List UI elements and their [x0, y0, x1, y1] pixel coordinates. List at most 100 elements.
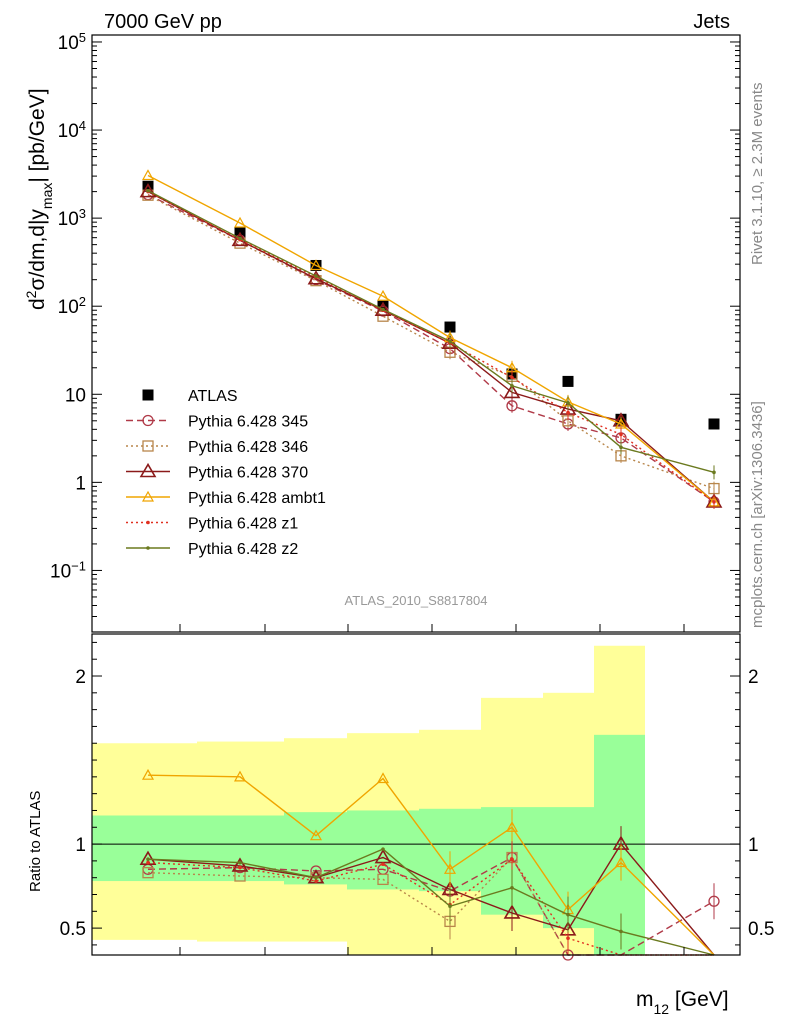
ratio-frame [91, 633, 741, 956]
ratio-point-ambt1 [505, 821, 519, 832]
y-tick-label: 104 [58, 118, 86, 143]
data-point-p370 [503, 383, 521, 399]
data-point-ambt1 [309, 259, 323, 271]
analysis-label: ATLAS_2010_S8817804 [345, 593, 488, 608]
legend-label: Pythia 6.428 ambt1 [188, 490, 326, 507]
ratio-point-z1 [381, 862, 385, 867]
legend-marker [142, 414, 154, 427]
legend-item-p370: Pythia 6.428 370 [126, 462, 308, 482]
ratio-series-z2 [146, 847, 715, 956]
series-line-z1 [147, 190, 715, 503]
data-point-z2 [381, 307, 385, 312]
legend-label: Pythia 6.428 345 [188, 414, 308, 431]
x-axis-label: m12 [GeV] [636, 988, 729, 1017]
main-frame [91, 34, 741, 633]
data-point-z2 [712, 470, 716, 475]
ratio-y-tick-label: 1 [75, 835, 86, 856]
legend-marker [141, 490, 155, 502]
ratio-point-ambt1 [376, 772, 390, 784]
legend-item-z2: Pythia 6.428 z2 [126, 541, 298, 558]
data-point-ambt1 [233, 216, 247, 228]
ratio-point-z2 [146, 857, 150, 862]
data-point-ambt1 [141, 169, 155, 181]
y-tick-label: 10 [65, 385, 86, 406]
main-y-label: d2σ/dm,d|ymax| [pb/GeV] [23, 88, 55, 310]
legend-label: Pythia 6.428 z2 [188, 541, 298, 558]
data-point-z1 [619, 432, 623, 437]
ratio-y-tick-label-right: 2 [748, 667, 759, 688]
y-tick-label: 102 [58, 294, 86, 319]
data-point-z2 [238, 236, 242, 241]
data-point-p370 [374, 301, 392, 317]
ratio-band-inner [92, 815, 197, 882]
ratio-point-z2 [448, 904, 452, 909]
data-point-p345 [506, 400, 518, 412]
legend-marker [146, 520, 150, 525]
legend-item-ambt1: Pythia 6.428 ambt1 [126, 490, 326, 507]
y-tick-label: 103 [58, 206, 86, 231]
legend: ATLAS Pythia 6.428 345 Pythia 6.428 346 Pyt… [126, 388, 326, 558]
ratio-point-ambt1 [141, 768, 155, 780]
ratio-y-tick-label-right: 1 [748, 835, 759, 856]
ratio-point-z2 [566, 912, 570, 917]
ratio-point-z2 [238, 860, 242, 865]
ratio-point-p370 [503, 904, 521, 919]
legend-item-z1: Pythia 6.428 z1 [126, 516, 298, 533]
legend-label: Pythia 6.428 z1 [188, 516, 298, 533]
data-point-ATLAS [708, 418, 720, 430]
mcplots-label: mcplots.cern.ch [arXiv:1306.3436] [749, 401, 766, 628]
legend-item-p345: Pythia 6.428 345 [126, 414, 308, 431]
legend-marker [139, 462, 157, 478]
ratio-point-ambt1 [443, 863, 457, 874]
data-point-ATLAS [562, 375, 574, 387]
ratio-point-ambt1 [614, 856, 628, 868]
legend-item-p346: Pythia 6.428 346 [126, 439, 308, 456]
ratio-point-z2 [314, 875, 318, 880]
ratio-point-p345 [708, 895, 720, 907]
legend-marker [142, 389, 154, 401]
ratio-band-inner [594, 734, 645, 955]
header-right: Jets [693, 11, 730, 33]
ratio-point-z1 [146, 860, 150, 865]
data-point-z2 [510, 383, 514, 388]
ratio-y-tick-label: 2 [75, 667, 86, 688]
legend-marker [142, 440, 154, 452]
data-point-z1 [566, 410, 570, 415]
y-tick-label: 10−1 [50, 558, 86, 583]
ratio-point-z1 [314, 879, 318, 883]
data-point-ambt1 [376, 289, 390, 301]
ratio-point-z1 [566, 936, 570, 940]
legend-item-ATLAS: ATLAS [142, 388, 238, 405]
ratio-point-z1 [238, 865, 242, 870]
data-point-ATLAS [142, 180, 154, 192]
header-left: 7000 GeV pp [104, 11, 222, 33]
rivet-label: Rivet 3.1.10, ≥ 2.3M events [749, 83, 766, 266]
ratio-point-z1 [510, 857, 514, 862]
ratio-point-z2 [381, 847, 385, 851]
data-point-z2 [146, 188, 150, 193]
ratio-y-tick-label-right: 0.5 [748, 919, 774, 940]
legend-label: Pythia 6.428 370 [188, 465, 308, 482]
data-point-z1 [712, 500, 716, 504]
ratio-point-ambt1 [309, 829, 323, 841]
ratio-y-tick-label: 0.5 [60, 919, 86, 940]
data-point-z2 [314, 274, 318, 278]
ratio-point-z2 [619, 929, 623, 934]
data-point-z2 [619, 445, 623, 450]
legend-marker [146, 546, 150, 550]
y-tick-label: 1 [75, 473, 86, 494]
y-tick-label: 105 [58, 29, 86, 54]
data-point-ATLAS [444, 321, 456, 333]
data-point-p370 [139, 183, 157, 198]
data-point-z2 [448, 339, 452, 344]
ratio-point-p346 [377, 873, 389, 886]
ratio-y-label: Ratio to ATLAS [27, 791, 44, 892]
axes-layer: 10−1 1 10 102 103 104 105 0.5 0.5 1 1 2 2 [50, 29, 774, 956]
ratio-point-z2 [510, 885, 514, 890]
data-point-z1 [510, 375, 514, 380]
data-point-z2 [566, 401, 570, 405]
ratio-point-p346 [142, 866, 154, 879]
legend-label: ATLAS [188, 388, 238, 405]
ratio-point-p370 [231, 857, 249, 872]
